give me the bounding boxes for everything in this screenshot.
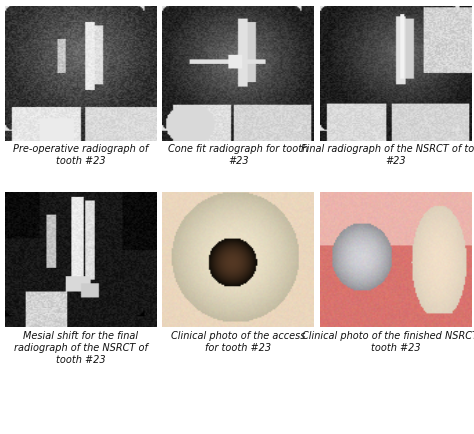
Text: Clinical photo of the finished NSRCT of
tooth #23: Clinical photo of the finished NSRCT of … xyxy=(301,330,474,352)
Text: Cone fit radiograph for tooth
#23: Cone fit radiograph for tooth #23 xyxy=(168,144,308,166)
Text: Mesial shift for the final
radiograph of the NSRCT of
tooth #23: Mesial shift for the final radiograph of… xyxy=(14,330,147,365)
Text: Final radiograph of the NSRCT of tooth
#23: Final radiograph of the NSRCT of tooth #… xyxy=(301,144,474,166)
Text: Clinical photo of the access
for tooth #23: Clinical photo of the access for tooth #… xyxy=(171,330,305,352)
Text: Pre-operative radiograph of
tooth #23: Pre-operative radiograph of tooth #23 xyxy=(13,144,148,166)
